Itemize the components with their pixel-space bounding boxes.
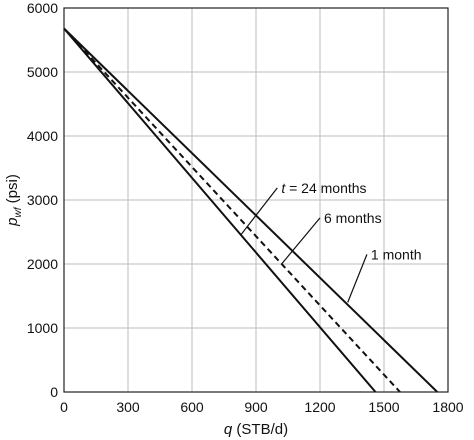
series-label-text: 1 month (371, 246, 422, 262)
x-tick-label-1200: 1200 (304, 399, 335, 415)
x-axis-label-unit: (STB/d) (232, 421, 288, 438)
leader-line-24mo (240, 187, 278, 235)
y-tick-label-3000: 3000 (27, 192, 58, 208)
y-axis-label-unit: (psi) (4, 174, 21, 207)
x-tick-label-300: 300 (116, 399, 140, 415)
leader-line-1mo (347, 254, 368, 303)
y-axis-label-sub: wf (13, 206, 24, 217)
x-axis-label-var: q (224, 421, 233, 438)
tick-labels: 0 300 600 900 1200 1500 1800 0 1000 2000 3000 4000 5… (27, 0, 464, 415)
series-line-24mo (63, 27, 377, 393)
y-axis-label-var: p (4, 218, 21, 227)
y-tick-label-6000: 6000 (27, 0, 58, 16)
y-tick-label-0: 0 (50, 384, 58, 400)
leader-line-6mo (281, 217, 321, 265)
x-tick-label-1800: 1800 (432, 399, 463, 415)
x-tick-label-900: 900 (244, 399, 268, 415)
series-label-24mo: t = 24 months (281, 180, 366, 196)
y-tick-label-1000: 1000 (27, 320, 58, 336)
annotations: t = 24 months 6 months 1 month (240, 180, 422, 303)
x-tick-label-0: 0 (60, 399, 68, 415)
x-tick-label-600: 600 (180, 399, 204, 415)
series-label-text: = 24 months (285, 180, 366, 196)
series-label-var: t (281, 180, 286, 196)
x-tick-label-1500: 1500 (368, 399, 399, 415)
x-axis-label: q (STB/d) (224, 421, 288, 438)
series-label-1mo: 1 month (371, 246, 422, 262)
y-tick-label-2000: 2000 (27, 256, 58, 272)
series-label-6mo: 6 months (324, 210, 382, 226)
y-tick-label-5000: 5000 (27, 64, 58, 80)
series-label-text: 6 months (324, 210, 382, 226)
y-tick-label-4000: 4000 (27, 128, 58, 144)
series-line-1mo (63, 27, 438, 393)
grid (63, 7, 449, 393)
series-line-6mo (63, 27, 401, 393)
series-layer (63, 27, 438, 393)
plot-frame (63, 7, 449, 393)
y-axis-label: pwf (psi) (4, 174, 24, 227)
